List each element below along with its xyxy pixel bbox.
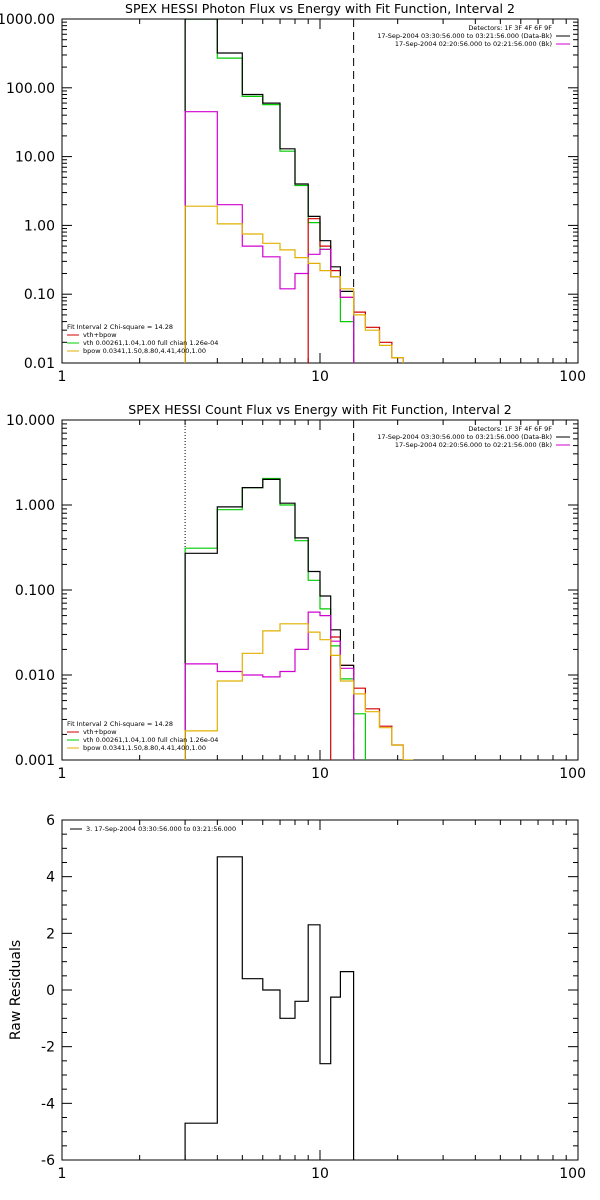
legend-top-entry: 17-Sep-2004 03:30:56.000 to 03:21:56.000… [377,32,552,40]
y-tick-label: 0.01 [24,356,55,372]
series-5-step-line [184,205,404,363]
x-tick-label: 1 [58,766,67,782]
legend-top-entry: Detectors: 1F 3F 4F 6F 9F [468,24,552,32]
panel-1: SPEX HESSI Photon Flux vs Energy with Fi… [0,1,586,385]
legend-top-entry: 3. 17-Sep-2004 03:30:56.000 to 03:21:56.… [86,825,236,833]
legend-bottom-entry: bpow 0.0341,1.50,8.80,4.41,400,1.00 [83,347,206,355]
x-tick-label: 100 [559,766,586,782]
y-axis-label: Raw Residuals [8,940,24,1040]
series-1-step-line [184,477,366,760]
y-tick-label: 0.100 [15,583,55,599]
x-tick-label: 10 [311,766,329,782]
y-tick-label: -6 [41,1153,55,1169]
y-tick-label: -2 [41,1040,55,1056]
y-tick-label: -4 [41,1096,55,1112]
legend-bottom-entry: vth 0.00261,1.04,1.00 full chian 1.26e-0… [83,736,218,744]
series-3-step-line [184,19,355,363]
y-tick-label: 2 [46,926,55,942]
y-tick-label: 10.000 [6,413,55,429]
legend-bottom-entry: bpow 0.0341,1.50,8.80,4.41,400,1.00 [83,744,206,752]
legend-bottom-entry: vth+bpow [83,728,117,736]
chart-title: SPEX HESSI Photon Flux vs Energy with Fi… [125,1,515,16]
plot-frame [61,18,579,364]
y-tick-label: 1000.00 [0,12,55,28]
x-tick-label: 10 [311,369,329,385]
legend-bottom-entry: vth+bpow [83,331,117,339]
x-tick-label: 1 [58,369,67,385]
y-tick-label: 1.000 [15,498,55,514]
legend-top-entry: 17-Sep-2004 02:20:56.000 to 02:21:56.000… [395,40,552,48]
series-1-step-line [184,19,355,363]
y-tick-label: 0.10 [24,287,55,303]
series-4-step-line [184,111,355,363]
legend-top-entry: 17-Sep-2004 03:30:56.000 to 03:21:56.000… [377,433,552,441]
x-tick-label: 1 [58,1166,67,1182]
y-tick-label: 4 [46,870,55,886]
series-5-step-line [184,623,414,760]
y-tick-label: 6 [46,813,55,829]
y-tick-label: 1.00 [24,218,55,234]
series-4-step-line [184,611,355,760]
y-tick-label: 0.001 [15,753,55,769]
x-tick-label: 10 [311,1166,329,1182]
y-tick-label: 0 [46,983,55,999]
panel-2: SPEX HESSI Count Flux vs Energy with Fit… [6,402,586,782]
series-1-step-line [184,856,355,1160]
y-tick-label: 100.00 [6,81,55,97]
chart-title: SPEX HESSI Count Flux vs Energy with Fit… [128,402,511,417]
legend-top-entry: 17-Sep-2004 02:20:56.000 to 02:21:56.000… [395,441,552,449]
legend-bottom-entry: vth 0.00261,1.04,1.00 full chian 1.26e-0… [83,339,218,347]
panel-3: Raw Residuals 1 10 100 -6 -4 -2 0 2 4 6 3. 17-Sep-2… [8,813,586,1182]
y-tick-label: 10.00 [15,150,55,166]
legend-bottom-entry: Fit Interval 2 Chi-square = 14.28 [67,323,173,331]
x-tick-label: 100 [559,1166,586,1182]
x-tick-label: 100 [559,369,586,385]
legend-bottom-entry: Fit Interval 2 Chi-square = 14.28 [67,720,173,728]
y-tick-label: 0.010 [15,668,55,684]
legend-top-entry: Detectors: 1F 3F 4F 6F 9F [468,425,552,433]
series-3-step-line [184,478,355,760]
